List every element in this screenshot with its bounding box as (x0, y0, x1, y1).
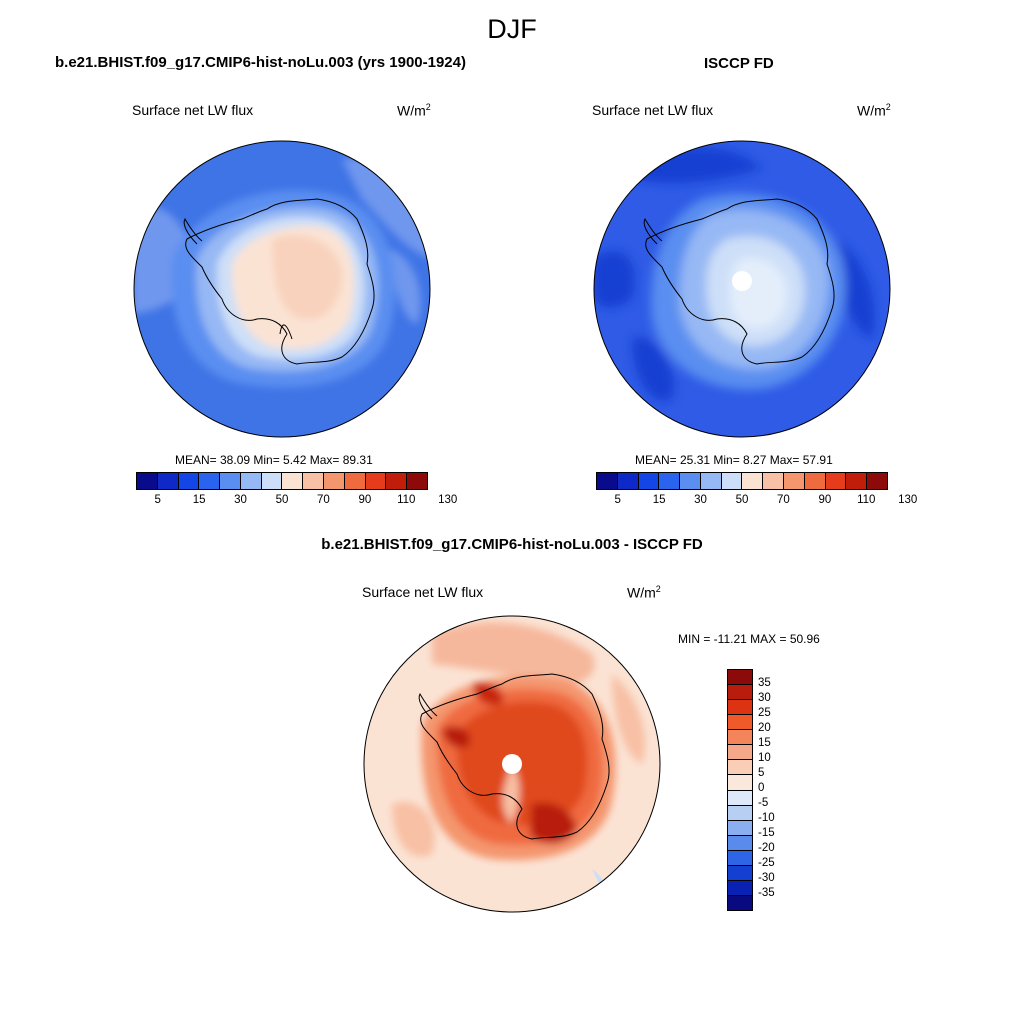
colorbar-tick-label: 0 (758, 782, 765, 794)
colorbar-swatch (804, 473, 826, 489)
colorbar-swatch (728, 715, 752, 731)
colorbar-tick-label: 50 (275, 494, 289, 506)
colorbar-tick-label: 10 (758, 752, 771, 764)
colorbar-tick-label: -10 (758, 812, 775, 824)
model-map (133, 140, 431, 438)
colorbar-swatch (728, 895, 752, 910)
obs-colorbar (596, 472, 888, 490)
colorbar-tick-label: -30 (758, 872, 775, 884)
colorbar-swatch (721, 473, 743, 489)
colorbar-swatch (728, 685, 752, 701)
diff-colorbar (727, 669, 753, 911)
colorbar-swatch (365, 473, 387, 489)
colorbar-swatch (638, 473, 660, 489)
colorbar-swatch (728, 745, 752, 761)
colorbar-tick-label: 30 (234, 494, 247, 506)
colorbar-swatch (728, 865, 752, 881)
colorbar-tick-label: -15 (758, 827, 775, 839)
colorbar-tick-label: 90 (818, 494, 832, 506)
diff-map (363, 615, 661, 913)
colorbar-swatch (157, 473, 179, 489)
model-stats: MEAN= 38.09 Min= 5.42 Max= 89.31 (175, 453, 373, 467)
colorbar-tick-label: 5 (758, 767, 765, 779)
diff-panel-title: b.e21.BHIST.f09_g17.CMIP6-hist-noLu.003 … (321, 536, 703, 553)
colorbar-swatch (728, 670, 752, 686)
colorbar-tick-label: 5 (614, 494, 621, 506)
colorbar-swatch (261, 473, 283, 489)
colorbar-swatch (728, 880, 752, 896)
colorbar-tick-label: 30 (694, 494, 707, 506)
colorbar-swatch (728, 760, 752, 776)
colorbar-tick-label: 50 (735, 494, 749, 506)
colorbar-tick-label: -35 (758, 887, 775, 899)
colorbar-swatch (728, 805, 752, 821)
colorbar-swatch (199, 473, 221, 489)
colorbar-swatch (728, 775, 752, 791)
colorbar-tick-label: 20 (758, 722, 771, 734)
colorbar-tick-label: 70 (317, 494, 330, 506)
colorbar-swatch (728, 835, 752, 851)
colorbar-swatch (324, 473, 345, 489)
colorbar-tick-label: 110 (857, 494, 876, 506)
colorbar-swatch (742, 473, 764, 489)
colorbar-swatch (680, 473, 701, 489)
colorbar-swatch (617, 473, 639, 489)
colorbar-swatch (344, 473, 366, 489)
colorbar-swatch (303, 473, 325, 489)
colorbar-swatch (728, 820, 752, 836)
colorbar-tick-label: 15 (192, 494, 206, 506)
colorbar-swatch (728, 850, 752, 866)
colorbar-swatch (846, 473, 868, 489)
colorbar-tick-label: 30 (758, 692, 771, 704)
colorbar-swatch (763, 473, 785, 489)
colorbar-tick-label: -20 (758, 842, 775, 854)
colorbar-swatch (178, 473, 200, 489)
colorbar-tick-label: 110 (397, 494, 416, 506)
diff-stats: MIN = -11.21 MAX = 50.96 (678, 632, 820, 646)
obs-map (593, 140, 891, 438)
colorbar-tick-label: 5 (154, 494, 161, 506)
colorbar-swatch (240, 473, 262, 489)
obs-variable-label: Surface net LW flux (592, 102, 714, 118)
colorbar-swatch (659, 473, 681, 489)
obs-panel-title: ISCCP FD (704, 55, 774, 72)
colorbar-tick-label: -5 (758, 797, 769, 809)
colorbar-swatch (825, 473, 847, 489)
season-title: DJF (487, 14, 537, 44)
colorbar-swatch (728, 790, 752, 806)
diff-variable-label: Surface net LW flux (362, 584, 484, 600)
colorbar-tick-label: 130 (898, 494, 918, 506)
obs-stats: MEAN= 25.31 Min= 8.27 Max= 57.91 (635, 453, 833, 467)
colorbar-swatch (407, 473, 427, 489)
colorbar-tick-label: 70 (777, 494, 790, 506)
colorbar-swatch (597, 473, 618, 489)
colorbar-swatch (220, 473, 241, 489)
colorbar-tick-label: 130 (438, 494, 458, 506)
colorbar-tick-label: -25 (758, 857, 775, 869)
colorbar-swatch (137, 473, 158, 489)
colorbar-swatch (784, 473, 805, 489)
diff-units-label: W/m2 (627, 584, 661, 601)
colorbar-swatch (282, 473, 304, 489)
colorbar-tick-label: 15 (758, 737, 771, 749)
colorbar-tick-label: 35 (758, 677, 771, 689)
model-units-label: W/m2 (397, 102, 431, 119)
obs-units-label: W/m2 (857, 102, 891, 119)
colorbar-swatch (728, 700, 752, 716)
model-panel-title: b.e21.BHIST.f09_g17.CMIP6-hist-noLu.003 … (55, 54, 466, 71)
colorbar-swatch (700, 473, 722, 489)
model-colorbar (136, 472, 428, 490)
colorbar-tick-label: 90 (358, 494, 372, 506)
colorbar-tick-label: 15 (652, 494, 666, 506)
colorbar-tick-label: 25 (758, 707, 771, 719)
colorbar-swatch (386, 473, 408, 489)
colorbar-swatch (728, 730, 752, 746)
model-variable-label: Surface net LW flux (132, 102, 254, 118)
colorbar-swatch (867, 473, 887, 489)
